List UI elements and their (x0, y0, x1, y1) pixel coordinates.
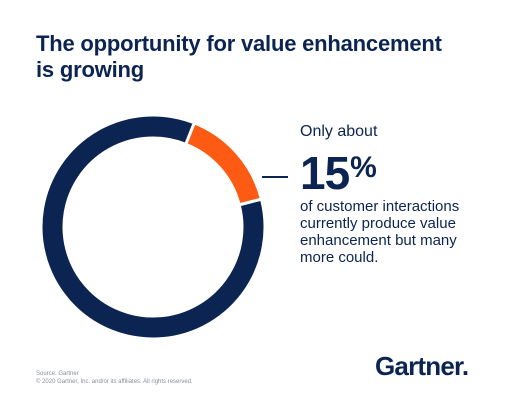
title-line-1: The opportunity for value enhancement (36, 31, 442, 56)
callout-number: 15 (300, 147, 350, 199)
logo-text: Gartner (375, 351, 463, 381)
callout-description-line: of customer interactions (300, 198, 460, 215)
logo-dot: . (461, 351, 469, 381)
callout-leader-line (262, 176, 288, 178)
donut-slices (39, 113, 267, 341)
page-title: The opportunity for value enhancement is… (36, 31, 476, 83)
source-line: Source: Gartner (36, 371, 79, 377)
source-note: Source: Gartner © 2020 Gartner, Inc. and… (36, 370, 193, 386)
callout-description-line: currently produce value (300, 215, 456, 232)
donut-slice-1 (39, 113, 267, 341)
donut-chart (39, 113, 267, 341)
callout: Only about 15% of customer interactions … (300, 122, 505, 266)
copyright-line: © 2020 Gartner, Inc. and/or its affiliat… (36, 379, 193, 385)
callout-value: 15% (300, 145, 505, 196)
donut-slice-0 (183, 120, 264, 207)
gartner-logo: Gartner. (375, 351, 469, 382)
callout-description-line: enhancement but many (300, 232, 457, 249)
callout-description: of customer interactions currently produ… (300, 198, 505, 266)
callout-prefix: Only about (300, 123, 378, 140)
callout-description-line: more could. (300, 249, 379, 266)
callout-unit: % (350, 151, 377, 184)
title-line-2: is growing (36, 57, 145, 82)
